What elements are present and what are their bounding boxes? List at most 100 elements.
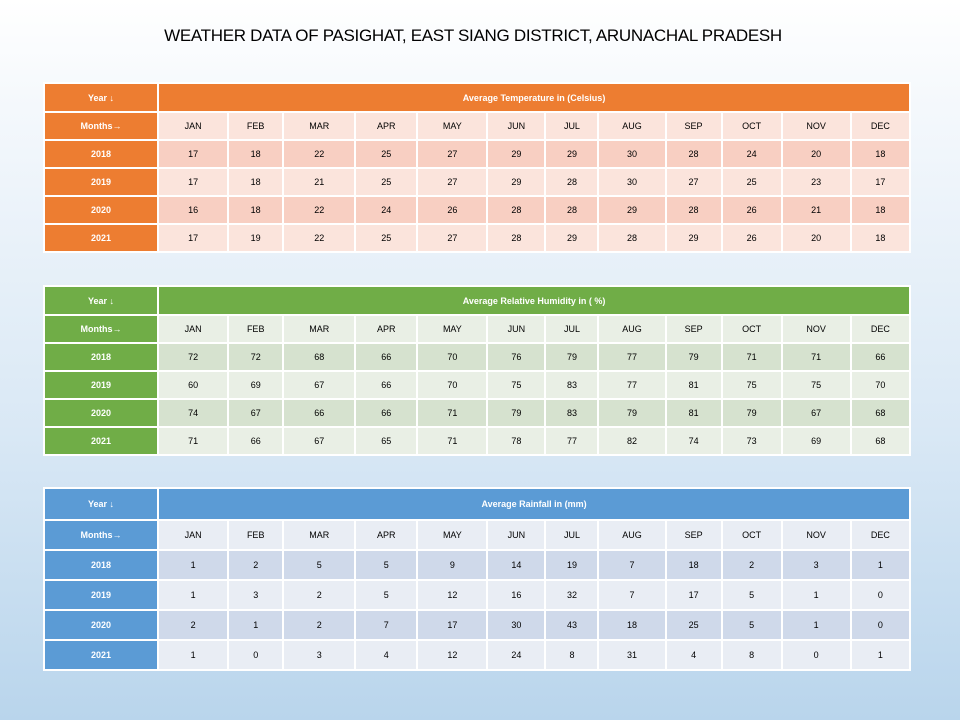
value-cell: 30 xyxy=(597,167,667,197)
month-header: FEB xyxy=(227,111,285,141)
month-header: JUL xyxy=(544,111,600,141)
value-cell: 17 xyxy=(157,139,230,169)
value-cell: 79 xyxy=(720,398,783,428)
year-cell: 2019 xyxy=(42,370,160,400)
value-cell: 28 xyxy=(486,223,547,253)
value-cell: 18 xyxy=(849,139,912,169)
value-cell: 66 xyxy=(354,370,419,400)
year-cell: 2021 xyxy=(42,223,160,253)
value-cell: 2 xyxy=(282,579,357,611)
value-cell: 17 xyxy=(157,167,230,197)
table-heading: Average Rainfall in (mm) xyxy=(157,487,911,521)
month-header: JUL xyxy=(544,519,600,551)
table-row: 2021 71 66 67 65 71 78 77 82 74 73 69 68 xyxy=(42,426,912,456)
value-cell: 1 xyxy=(849,639,912,671)
value-cell: 2 xyxy=(282,609,357,641)
value-cell: 25 xyxy=(354,223,419,253)
value-cell: 29 xyxy=(544,223,600,253)
value-cell: 26 xyxy=(720,195,783,225)
value-cell: 1 xyxy=(157,579,230,611)
value-cell: 1 xyxy=(157,549,230,581)
value-cell: 14 xyxy=(486,549,547,581)
value-cell: 76 xyxy=(486,342,547,372)
value-cell: 65 xyxy=(354,426,419,456)
value-cell: 29 xyxy=(486,139,547,169)
value-cell: 68 xyxy=(282,342,357,372)
value-cell: 3 xyxy=(282,639,357,671)
value-cell: 27 xyxy=(416,167,489,197)
value-cell: 73 xyxy=(720,426,783,456)
value-cell: 2 xyxy=(157,609,230,641)
year-cell: 2019 xyxy=(42,579,160,611)
month-header: DEC xyxy=(849,314,912,344)
table-row: 2019 60 69 67 66 70 75 83 77 81 75 75 70 xyxy=(42,370,912,400)
value-cell: 28 xyxy=(544,167,600,197)
value-cell: 82 xyxy=(597,426,667,456)
value-cell: 4 xyxy=(664,639,723,671)
months-header: Months→ xyxy=(42,519,160,551)
month-header: JUL xyxy=(544,314,600,344)
value-cell: 30 xyxy=(486,609,547,641)
value-cell: 83 xyxy=(544,398,600,428)
month-header: MAY xyxy=(416,111,489,141)
month-header: OCT xyxy=(720,519,783,551)
value-cell: 4 xyxy=(354,639,419,671)
value-cell: 66 xyxy=(354,342,419,372)
month-header: JUN xyxy=(486,519,547,551)
month-header: MAY xyxy=(416,519,489,551)
value-cell: 16 xyxy=(157,195,230,225)
value-cell: 79 xyxy=(664,342,723,372)
value-cell: 25 xyxy=(720,167,783,197)
value-cell: 83 xyxy=(544,370,600,400)
value-cell: 16 xyxy=(486,579,547,611)
value-cell: 20 xyxy=(780,139,852,169)
year-header: Year ↓ xyxy=(42,487,160,521)
value-cell: 81 xyxy=(664,370,723,400)
month-header: JAN xyxy=(157,314,230,344)
value-cell: 66 xyxy=(354,398,419,428)
month-header: OCT xyxy=(720,111,783,141)
value-cell: 67 xyxy=(780,398,852,428)
value-cell: 28 xyxy=(486,195,547,225)
value-cell: 19 xyxy=(227,223,285,253)
value-cell: 25 xyxy=(664,609,723,641)
value-cell: 75 xyxy=(780,370,852,400)
year-cell: 2019 xyxy=(42,167,160,197)
value-cell: 77 xyxy=(597,342,667,372)
value-cell: 28 xyxy=(597,223,667,253)
value-cell: 0 xyxy=(849,579,912,611)
value-cell: 18 xyxy=(227,139,285,169)
value-cell: 24 xyxy=(354,195,419,225)
value-cell: 77 xyxy=(597,370,667,400)
value-cell: 71 xyxy=(780,342,852,372)
year-cell: 2020 xyxy=(42,609,160,641)
value-cell: 28 xyxy=(544,195,600,225)
value-cell: 60 xyxy=(157,370,230,400)
value-cell: 18 xyxy=(849,195,912,225)
value-cell: 28 xyxy=(664,195,723,225)
month-header: MAR xyxy=(282,314,357,344)
value-cell: 22 xyxy=(282,139,357,169)
value-cell: 71 xyxy=(157,426,230,456)
temperature-table: Year ↓ Average Temperature in (Celsius) Mo… xyxy=(42,82,912,253)
value-cell: 66 xyxy=(849,342,912,372)
value-cell: 77 xyxy=(544,426,600,456)
month-header: SEP xyxy=(664,111,723,141)
value-cell: 18 xyxy=(597,609,667,641)
month-header: JAN xyxy=(157,519,230,551)
value-cell: 71 xyxy=(416,398,489,428)
table-heading: Average Temperature in (Celsius) xyxy=(157,82,911,113)
table-heading: Average Relative Humidity in ( %) xyxy=(157,285,911,316)
value-cell: 24 xyxy=(720,139,783,169)
value-cell: 75 xyxy=(486,370,547,400)
value-cell: 29 xyxy=(486,167,547,197)
value-cell: 79 xyxy=(486,398,547,428)
month-header: APR xyxy=(354,519,419,551)
value-cell: 71 xyxy=(416,426,489,456)
value-cell: 28 xyxy=(664,139,723,169)
value-cell: 67 xyxy=(282,370,357,400)
month-header: FEB xyxy=(227,314,285,344)
value-cell: 26 xyxy=(416,195,489,225)
rainfall-table: Year ↓ Average Rainfall in (mm) Months→ JAN… xyxy=(42,487,912,671)
value-cell: 72 xyxy=(157,342,230,372)
